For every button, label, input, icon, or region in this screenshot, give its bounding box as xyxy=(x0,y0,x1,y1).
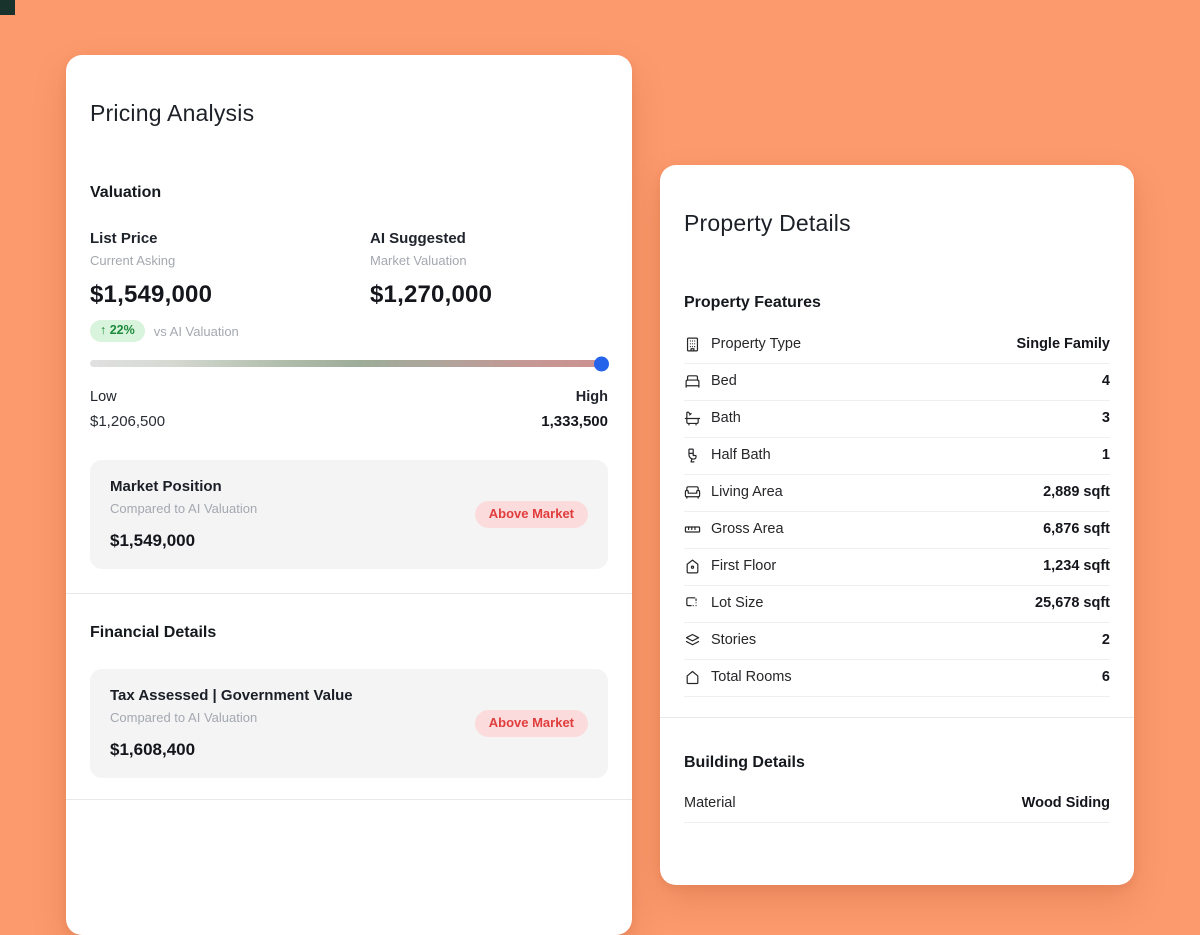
valuation-range-slider: Low High $1,206,500 1,333,500 xyxy=(90,356,609,432)
sofa-icon xyxy=(684,484,701,501)
table-row: Lot Size 25,678 sqft xyxy=(684,586,1110,623)
feature-value: 25,678 sqft xyxy=(1035,595,1110,612)
feature-value: 2 xyxy=(1101,632,1110,649)
range-high-value: 1,333,500 xyxy=(541,413,608,431)
range-low-label: Low xyxy=(90,389,117,406)
layers-icon xyxy=(684,632,701,649)
property-features-list: Property Type Single Family Bed 4 Bath 3… xyxy=(684,327,1110,697)
table-row: Property Type Single Family xyxy=(684,327,1110,364)
feature-label: First Floor xyxy=(711,558,777,575)
feature-value: 3 xyxy=(1101,410,1110,427)
valuation-heading: Valuation xyxy=(90,184,162,202)
house-dot-icon xyxy=(684,558,701,575)
slider-gradient-track xyxy=(90,356,609,372)
market-position-status-badge: Above Market xyxy=(474,501,588,529)
table-row: First Floor 1,234 sqft xyxy=(684,549,1110,586)
tax-assessed-subtitle: Compared to AI Valuation xyxy=(110,710,258,726)
page-background: { "colors": { "background": "#FC9A6D", "… xyxy=(0,0,1134,935)
feature-value: 1 xyxy=(1101,447,1110,464)
pricing-analysis-card: Pricing Analysis Valuation List Price Cu… xyxy=(66,55,632,935)
material-value: Wood Siding xyxy=(1021,795,1110,812)
change-up-badge: ↑ 22% xyxy=(90,320,145,343)
feature-label: Property Type xyxy=(711,336,802,353)
valuation-grid: List Price Current Asking $1,549,000 ↑ 2… xyxy=(90,229,608,343)
home-icon xyxy=(684,669,701,686)
list-price-sublabel: Current Asking xyxy=(90,253,176,269)
feature-value: 1,234 sqft xyxy=(1043,558,1110,575)
table-row: Bath 3 xyxy=(684,401,1110,438)
property-card-title: Property Details xyxy=(684,210,851,237)
table-row: Half Bath 1 xyxy=(684,438,1110,475)
table-row: Living Area 2,889 sqft xyxy=(684,475,1110,512)
ai-suggested-value: $1,270,000 xyxy=(370,281,493,309)
range-values-row: $1,206,500 1,333,500 xyxy=(90,412,608,432)
table-row: Material Wood Siding xyxy=(684,786,1110,823)
change-note: vs AI Valuation xyxy=(153,323,239,339)
bed-icon xyxy=(684,373,701,390)
section-divider xyxy=(66,593,632,595)
market-position-title: Market Position xyxy=(110,478,222,496)
market-position-text: Market Position Compared to AI Valuation… xyxy=(110,477,257,552)
tax-assessed-text: Tax Assessed | Government Value Compared… xyxy=(110,686,353,761)
tax-assessed-title: Tax Assessed | Government Value xyxy=(110,687,353,705)
toilet-icon xyxy=(684,447,701,464)
list-price-change-row: ↑ 22% vs AI Valuation xyxy=(90,320,370,343)
tax-assessed-box: Tax Assessed | Government Value Compared… xyxy=(90,669,608,779)
section-divider xyxy=(660,716,1134,718)
slider-thumb[interactable] xyxy=(594,356,609,372)
ai-suggested-label: AI Suggested xyxy=(370,230,466,248)
list-price-value: $1,549,000 xyxy=(90,281,213,309)
building-icon xyxy=(684,336,701,353)
building-details-heading: Building Details xyxy=(684,753,805,771)
market-position-value: $1,549,000 xyxy=(110,531,196,551)
bath-icon xyxy=(684,410,701,427)
table-row: Stories 2 xyxy=(684,623,1110,660)
range-low-value: $1,206,500 xyxy=(90,413,166,431)
feature-value: 6 xyxy=(1101,669,1110,686)
list-price-label: List Price xyxy=(90,230,158,248)
ai-suggested-sublabel: Market Valuation xyxy=(370,253,467,269)
corner-mark xyxy=(0,0,15,15)
feature-label: Lot Size xyxy=(711,595,764,612)
tax-assessed-value: $1,608,400 xyxy=(110,740,196,760)
market-position-box: Market Position Compared to AI Valuation… xyxy=(90,460,608,570)
property-details-card: Property Details Property Features Prope… xyxy=(660,165,1134,885)
financial-details-heading: Financial Details xyxy=(90,624,217,642)
range-high-label: High xyxy=(575,389,608,406)
market-position-subtitle: Compared to AI Valuation xyxy=(110,501,258,517)
pricing-card-title: Pricing Analysis xyxy=(90,100,255,127)
feature-value: 2,889 sqft xyxy=(1043,484,1110,501)
feature-value: 6,876 sqft xyxy=(1043,521,1110,538)
feature-label: Gross Area xyxy=(711,521,784,538)
ai-suggested-metric: AI Suggested Market Valuation $1,270,000 xyxy=(370,229,608,342)
building-details-list: Material Wood Siding xyxy=(684,786,1110,823)
table-row: Bed 4 xyxy=(684,364,1110,401)
material-label: Material xyxy=(684,795,736,812)
range-labels-row: Low High xyxy=(90,388,608,407)
feature-label: Stories xyxy=(711,632,757,649)
table-row: Gross Area 6,876 sqft xyxy=(684,512,1110,549)
property-features-heading: Property Features xyxy=(684,294,821,312)
feature-label: Bath xyxy=(711,410,741,427)
feature-label: Half Bath xyxy=(711,447,771,464)
feature-label: Total Rooms xyxy=(711,669,792,686)
ruler-icon xyxy=(684,521,701,538)
land-plot-icon xyxy=(684,595,701,612)
list-price-metric: List Price Current Asking $1,549,000 ↑ 2… xyxy=(90,229,370,343)
feature-value: Single Family xyxy=(1016,336,1110,353)
feature-label: Living Area xyxy=(711,484,783,501)
tax-assessed-status-badge: Above Market xyxy=(474,710,588,738)
feature-label: Bed xyxy=(711,373,737,390)
table-row: Total Rooms 6 xyxy=(684,660,1110,697)
feature-value: 4 xyxy=(1101,373,1110,390)
